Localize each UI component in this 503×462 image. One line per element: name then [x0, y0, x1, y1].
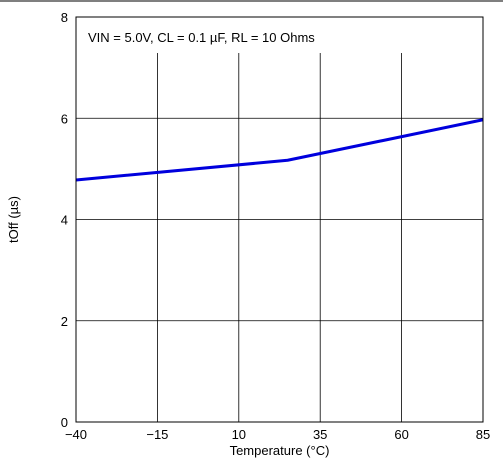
x-tick-labels: −40 −15 10 35 60 85 — [65, 427, 490, 442]
x-tick-label: −15 — [146, 427, 168, 442]
x-tick-label: 10 — [232, 427, 246, 442]
y-axis-title: tOff (µs) — [6, 196, 21, 243]
plot-frame — [75, 16, 484, 423]
series-line — [75, 118, 484, 182]
y-tick-labels: 0 2 4 6 8 — [61, 10, 68, 430]
grid — [76, 53, 483, 422]
y-tick-label: 8 — [61, 10, 68, 25]
top-rule — [0, 0, 503, 2]
series-group — [75, 118, 484, 182]
y-tick-label: 0 — [61, 415, 68, 430]
x-tick-label: 85 — [476, 427, 490, 442]
x-axis-title: Temperature (°C) — [230, 443, 330, 458]
chart-annotation: VIN = 5.0V, CL = 0.1 µF, RL = 10 Ohms — [88, 30, 315, 45]
y-tick-label: 2 — [61, 314, 68, 329]
y-tick-label: 6 — [61, 111, 68, 126]
x-tick-label: −40 — [65, 427, 87, 442]
x-tick-label: 35 — [313, 427, 327, 442]
x-tick-label: 60 — [394, 427, 408, 442]
y-tick-label: 4 — [61, 213, 68, 228]
